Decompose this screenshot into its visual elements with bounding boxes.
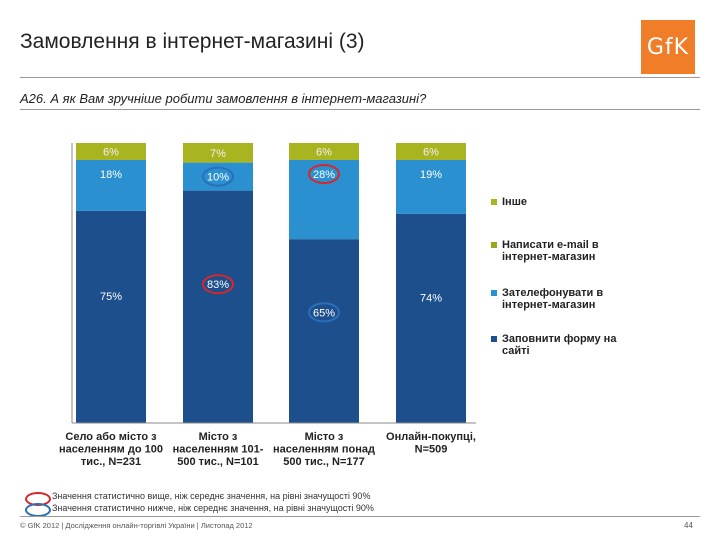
data-label: 83% (207, 279, 229, 291)
page-title: Замовлення в інтернет-магазині (3) (20, 30, 365, 53)
data-label: 10% (207, 172, 229, 184)
survey-question: A26. А як Вам зручніше робити замовлення… (20, 91, 427, 106)
lower-indicator-icon (25, 503, 51, 517)
data-label: 6% (423, 146, 439, 158)
significance-circle (308, 302, 340, 323)
category-label: тис., N=231 (81, 456, 141, 468)
data-label: 74% (420, 293, 442, 305)
significance-circle (202, 166, 234, 187)
bar-segment (76, 143, 146, 160)
note-higher: Значення статистично вище, ніж середнє з… (52, 491, 371, 501)
bar-segment (183, 190, 253, 423)
legend-label: сайті (502, 345, 530, 357)
bar-segment (289, 159, 359, 240)
legend-label: Заповнити форму на (502, 333, 617, 345)
legend-label: Написати e-mail в (502, 239, 599, 251)
legend-swatch (491, 242, 497, 248)
legend-label: інтернет-магазин (502, 251, 595, 263)
divider (20, 109, 700, 110)
bar-segment (396, 213, 466, 423)
legend-label: Інше (502, 196, 527, 208)
bar-segment (289, 239, 359, 423)
category-label: Місто з (305, 431, 344, 443)
divider (20, 516, 700, 517)
category-label: населенням 101- (173, 444, 264, 456)
significance-circle (202, 274, 234, 295)
bar-segment (289, 143, 359, 160)
legend-swatch (491, 336, 497, 342)
bar-segment (396, 159, 466, 214)
data-label: 18% (100, 169, 122, 181)
gfk-logo: GfK (641, 20, 695, 74)
data-label: 7% (210, 148, 226, 160)
data-label: 28% (313, 169, 335, 181)
category-label: населенням до 100 (59, 444, 163, 456)
legend-label: інтернет-магазин (502, 299, 595, 311)
bar-segment (76, 159, 146, 211)
category-label: Онлайн-покупці, (386, 431, 476, 443)
note-lower: Значення статистично нижче, ніж середнє … (52, 503, 374, 513)
logo-text: GfK (646, 34, 690, 60)
bar-segment (76, 210, 146, 423)
category-label: Село або місто з (65, 431, 157, 443)
legend-label: Зателефонувати в (502, 287, 603, 299)
category-label: Місто з (199, 431, 238, 443)
legend-swatch (491, 290, 497, 296)
data-label: 19% (420, 169, 442, 181)
legend-swatch (491, 199, 497, 205)
category-label: 500 тис., N=101 (177, 456, 259, 468)
page-number: 44 (684, 521, 693, 530)
data-label: 6% (103, 146, 119, 158)
data-label: 6% (316, 146, 332, 158)
data-label: 65% (313, 307, 335, 319)
divider (20, 77, 700, 78)
bar-segment (396, 143, 466, 160)
bar-segment (183, 143, 253, 163)
category-label: 500 тис., N=177 (283, 456, 365, 468)
data-label: 75% (100, 291, 122, 303)
category-label: N=509 (415, 444, 448, 456)
category-label: населенням понад (273, 444, 375, 456)
significance-circle (308, 163, 340, 184)
footer-text: © GfK 2012 | Дослідження онлайн-торгівлі… (20, 521, 253, 530)
